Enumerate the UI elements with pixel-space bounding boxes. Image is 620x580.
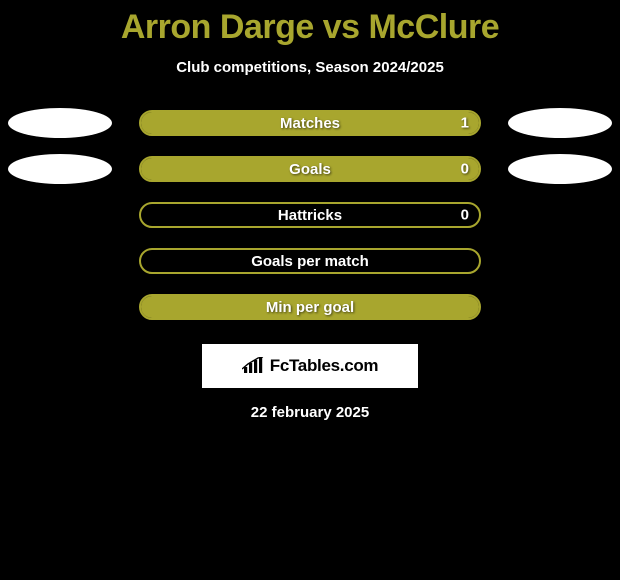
bar-label: Matches xyxy=(280,115,340,132)
bar-label: Goals per match xyxy=(251,253,369,270)
bar-value-right: 1 xyxy=(461,115,469,132)
bar-label: Goals xyxy=(289,161,331,178)
left-marker-ellipse xyxy=(8,108,112,138)
right-marker-ellipse xyxy=(508,154,612,184)
bar-value-right: 0 xyxy=(461,161,469,178)
bar-track: Min per goal xyxy=(139,294,481,320)
bar-track: Matches 1 xyxy=(139,110,481,136)
bar-label: Hattricks xyxy=(278,207,342,224)
logo-card: FcTables.com xyxy=(202,344,418,388)
bar-track: Hattricks 0 xyxy=(139,202,481,228)
comparison-row: Matches 1 xyxy=(0,110,620,136)
barchart-icon xyxy=(242,357,264,375)
comparison-rows: Matches 1 Goals 0 Hattricks 0 Goals per match M… xyxy=(0,110,620,320)
bar-label: Min per goal xyxy=(266,299,354,316)
page-title: Arron Darge vs McClure xyxy=(121,8,499,47)
right-marker-ellipse xyxy=(508,108,612,138)
date-text: 22 february 2025 xyxy=(251,404,369,421)
bar-track: Goals 0 xyxy=(139,156,481,182)
comparison-row: Hattricks 0 xyxy=(0,202,620,228)
comparison-row: Goals 0 xyxy=(0,156,620,182)
left-marker-ellipse xyxy=(8,154,112,184)
comparison-infographic: Arron Darge vs McClure Club competitions… xyxy=(0,0,620,421)
bar-value-right: 0 xyxy=(461,207,469,224)
comparison-row: Min per goal xyxy=(0,294,620,320)
comparison-row: Goals per match xyxy=(0,248,620,274)
logo-text: FcTables.com xyxy=(270,356,379,376)
bar-track: Goals per match xyxy=(139,248,481,274)
subtitle: Club competitions, Season 2024/2025 xyxy=(176,59,444,76)
